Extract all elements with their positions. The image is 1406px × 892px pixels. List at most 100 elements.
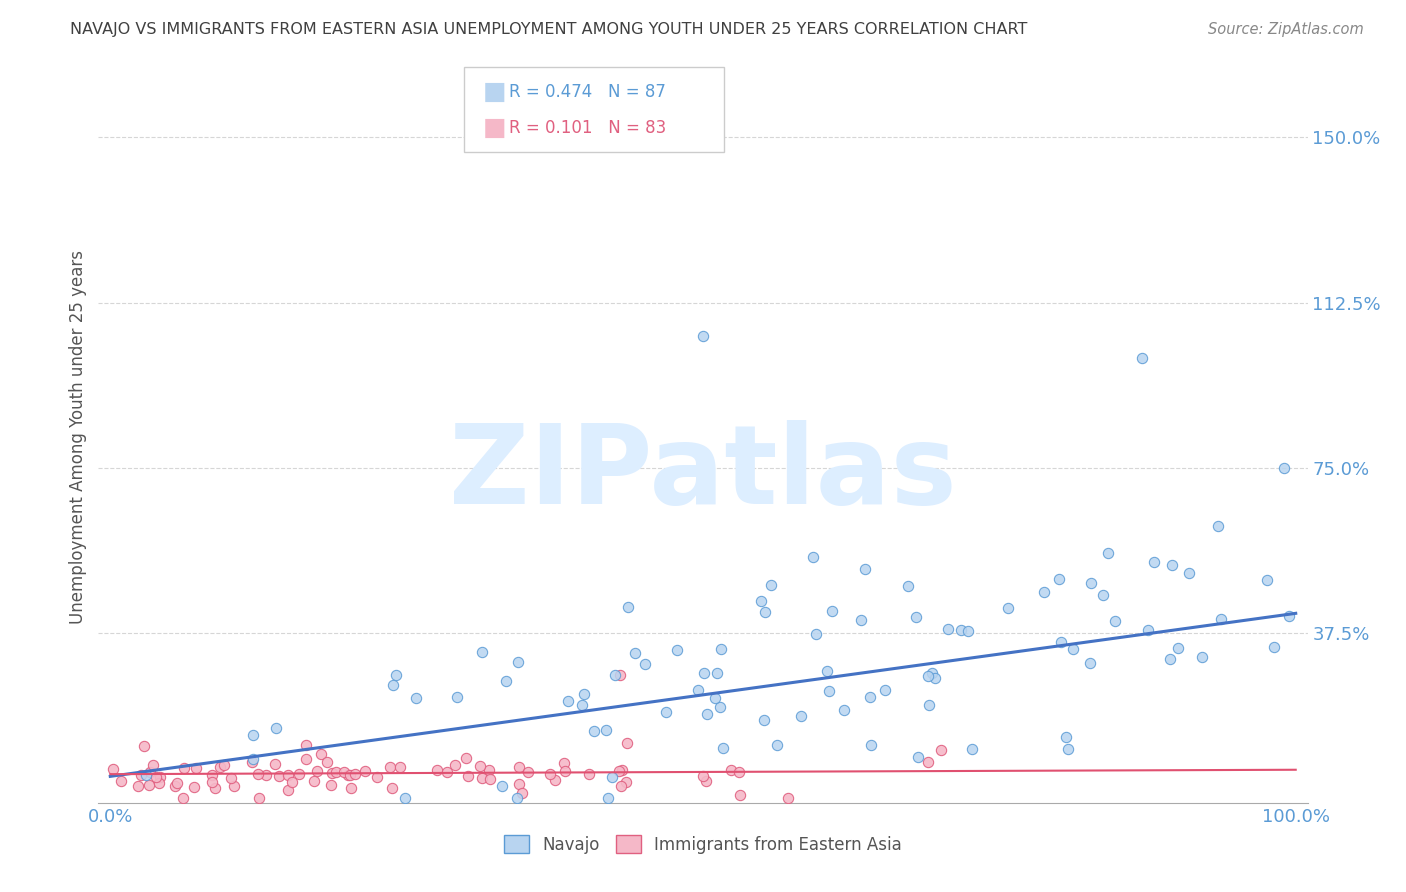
Point [1080, 576, 1102, 591]
Point [818, 683, 841, 698]
Point [859, 690, 882, 704]
Point [759, 577, 782, 591]
Point [709, 699, 731, 714]
Text: ■: ■ [482, 80, 506, 103]
Point [609, 668, 631, 682]
Point [1256, 574, 1278, 588]
Point [295, 752, 318, 766]
Point [752, 713, 775, 727]
Point [610, 764, 633, 778]
Point [997, 601, 1019, 615]
Point [801, 549, 824, 564]
Point [204, 781, 226, 796]
Text: ■: ■ [482, 116, 506, 139]
Point [333, 764, 356, 779]
Point [110, 773, 132, 788]
Point [319, 778, 342, 792]
Point [172, 791, 194, 805]
Point [544, 773, 567, 788]
Point [695, 773, 717, 788]
Point [1033, 585, 1056, 599]
Point [138, 778, 160, 792]
Point [506, 656, 529, 670]
Point [281, 774, 304, 789]
Point [491, 779, 513, 793]
Point [457, 769, 479, 783]
Point [149, 770, 172, 784]
Point [614, 775, 637, 789]
Point [1143, 555, 1166, 569]
Point [1054, 730, 1077, 744]
Point [389, 760, 412, 774]
Point [508, 777, 530, 791]
Point [471, 772, 494, 786]
Point [385, 667, 408, 681]
Point [821, 604, 844, 618]
Point [165, 780, 187, 794]
Point [344, 767, 367, 781]
Point [1097, 546, 1119, 560]
Point [766, 739, 789, 753]
Point [510, 786, 533, 800]
Point [266, 721, 288, 735]
Point [1049, 635, 1071, 649]
Point [728, 788, 751, 802]
Point [142, 758, 165, 772]
Point [478, 763, 501, 777]
Point [790, 709, 813, 723]
Point [957, 624, 980, 638]
Point [1161, 558, 1184, 573]
Point [183, 780, 205, 794]
Point [929, 743, 952, 757]
Point [918, 698, 941, 713]
Point [634, 657, 657, 671]
Point [240, 755, 263, 769]
Point [1062, 641, 1084, 656]
Point [242, 728, 264, 742]
Point [749, 594, 772, 608]
Point [607, 764, 630, 778]
Point [917, 669, 939, 683]
Point [578, 767, 600, 781]
Point [1091, 589, 1114, 603]
Point [148, 775, 170, 789]
Point [853, 561, 876, 575]
Point [246, 766, 269, 780]
Point [222, 779, 245, 793]
Point [219, 771, 242, 785]
Point [184, 761, 207, 775]
Point [242, 752, 264, 766]
Point [316, 755, 339, 769]
Point [339, 768, 361, 782]
Point [394, 791, 416, 805]
Point [247, 791, 270, 805]
Point [778, 791, 800, 805]
Point [596, 791, 619, 805]
Point [381, 780, 404, 795]
Point [1159, 652, 1181, 666]
Point [1137, 624, 1160, 638]
Point [921, 665, 943, 680]
Y-axis label: Unemployment Among Youth under 25 years: Unemployment Among Youth under 25 years [69, 250, 87, 624]
Point [624, 646, 647, 660]
Point [138, 764, 160, 779]
Point [693, 666, 716, 681]
Legend: Navajo, Immigrants from Eastern Asia: Navajo, Immigrants from Eastern Asia [498, 829, 908, 860]
Text: R = 0.474   N = 87: R = 0.474 N = 87 [509, 83, 666, 101]
Point [212, 757, 235, 772]
Point [405, 690, 427, 705]
Point [711, 740, 734, 755]
Point [897, 578, 920, 592]
Point [617, 600, 640, 615]
Point [263, 757, 285, 772]
Point [692, 769, 714, 783]
Point [1263, 640, 1285, 655]
Point [574, 687, 596, 701]
Point [471, 645, 494, 659]
Point [311, 747, 333, 761]
Point [610, 779, 633, 793]
Point [1178, 566, 1201, 580]
Point [583, 724, 606, 739]
Text: NAVAJO VS IMMIGRANTS FROM EASTERN ASIA UNEMPLOYMENT AMONG YOUTH UNDER 25 YEARS C: NAVAJO VS IMMIGRANTS FROM EASTERN ASIA U… [70, 22, 1028, 37]
Point [665, 643, 688, 657]
